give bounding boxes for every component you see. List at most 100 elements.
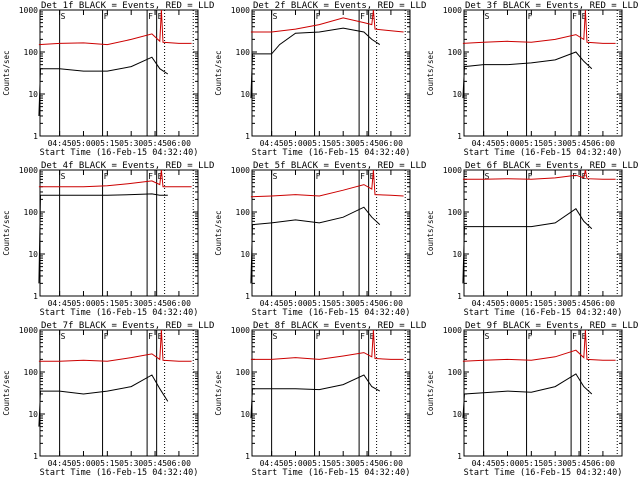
x-tick-label: 05:00 [283,299,307,308]
x-tick-label: 05:15 [307,459,331,468]
y-axis-label: Counts/sec [2,210,11,255]
x-tick-label: 05:30 [543,139,567,148]
y-tick-label: 1000 [443,166,462,175]
event-marker-label: E [158,12,163,21]
y-tick-label: 100 [448,208,463,217]
event-marker-label: S [485,332,490,341]
x-tick-label: 06:00 [379,459,403,468]
y-axis-label: Counts/sec [426,50,435,95]
events-series-line [38,374,169,427]
events-series-line [462,373,593,419]
x-tick-label: 05:45 [143,459,167,468]
y-tick-label: 10 [28,250,38,259]
y-tick-label: 1 [245,292,250,301]
x-tick-label: 04:45 [472,459,496,468]
events-series-line [250,374,381,419]
event-marker-label: F [316,12,321,21]
x-axis-label: Start Time (16-Feb-15 04:32:40) [464,468,623,478]
x-axis-label: Start Time (16-Feb-15 04:32:40) [40,308,199,318]
x-tick-label: 05:15 [519,459,543,468]
y-tick-label: 10 [240,250,250,259]
x-tick-label: 05:00 [283,139,307,148]
y-axis-label: Counts/sec [2,370,11,415]
y-tick-label: 1 [457,292,462,301]
x-tick-label: 05:00 [283,459,307,468]
x-tick-label: 05:00 [495,139,519,148]
event-marker-label: F [572,172,577,181]
y-axis-label: Counts/sec [426,210,435,255]
x-tick-label: 05:45 [143,139,167,148]
y-tick-label: 10 [240,410,250,419]
x-tick-label: 05:45 [567,139,591,148]
x-tick-label: 05:45 [355,299,379,308]
y-tick-label: 10 [452,250,462,259]
panel-title: Det 3f BLACK = Events, RED = LLD [465,1,638,11]
x-tick-label: 04:45 [260,459,284,468]
y-tick-label: 1000 [231,326,250,335]
x-axis-label: Start Time (16-Feb-15 04:32:40) [40,468,199,478]
x-tick-label: 05:45 [143,299,167,308]
y-tick-label: 10 [452,90,462,99]
y-tick-label: 1 [33,292,38,301]
x-tick-label: 05:30 [543,299,567,308]
y-tick-label: 1000 [19,166,38,175]
detector-panel-9: Det 9f BLACK = Events, RED = LLD Counts/s… [426,321,638,478]
event-marker-label: F [572,332,577,341]
y-tick-label: 1000 [19,326,38,335]
lld-series-line [250,9,404,33]
y-tick-label: 100 [236,368,251,377]
x-tick-label: 05:30 [331,139,355,148]
event-marker-label: E [158,172,163,181]
x-tick-label: 05:15 [307,299,331,308]
event-marker-label: S [485,12,490,21]
x-tick-label: 05:30 [331,459,355,468]
x-tick-label: 05:00 [495,299,519,308]
x-tick-label: 06:00 [591,299,615,308]
events-series-line [38,193,168,284]
event-marker-label: F [528,12,533,21]
x-tick-label: 05:15 [95,139,119,148]
event-marker-label: E [158,332,163,341]
x-tick-label: 05:30 [119,299,143,308]
y-tick-label: 1 [245,452,250,461]
x-tick-label: 05:45 [355,139,379,148]
y-tick-label: 10 [240,90,250,99]
detector-panel-2: Det 2f BLACK = Events, RED = LLD Counts/s… [214,1,426,158]
x-axis-label: Start Time (16-Feb-15 04:32:40) [464,148,623,158]
x-axis-label: Start Time (16-Feb-15 04:32:40) [252,148,411,158]
event-marker-label: E [370,12,375,21]
event-marker-label: E [370,172,375,181]
lld-series-line [38,329,192,362]
x-tick-label: 05:15 [307,139,331,148]
y-tick-label: 1000 [443,6,462,15]
event-marker-label: S [273,12,278,21]
x-tick-label: 05:15 [95,299,119,308]
x-tick-label: 06:00 [591,139,615,148]
events-series-line [462,51,593,99]
y-tick-label: 1000 [19,6,38,15]
event-marker-label: E [370,332,375,341]
event-marker-label: E [582,332,587,341]
x-tick-label: 05:15 [519,139,543,148]
x-tick-label: 04:45 [48,459,72,468]
event-marker-label: S [61,12,66,21]
x-tick-label: 06:00 [379,299,403,308]
x-tick-label: 06:00 [379,139,403,148]
x-tick-label: 06:00 [167,459,191,468]
panel-title: Det 4f BLACK = Events, RED = LLD [41,161,214,171]
y-tick-label: 100 [448,48,463,57]
x-tick-label: 05:45 [355,459,379,468]
x-tick-label: 05:30 [119,459,143,468]
detector-panel-6: Det 6f BLACK = Events, RED = LLD Counts/s… [426,161,638,318]
event-marker-label: F [104,332,109,341]
x-tick-label: 05:00 [495,459,519,468]
plot-frame [463,329,623,457]
event-marker-label: F [316,332,321,341]
y-tick-label: 1 [33,452,38,461]
event-marker-label: F [148,12,153,21]
event-marker-label: F [148,172,153,181]
y-tick-label: 100 [24,368,39,377]
x-tick-label: 05:00 [71,139,95,148]
